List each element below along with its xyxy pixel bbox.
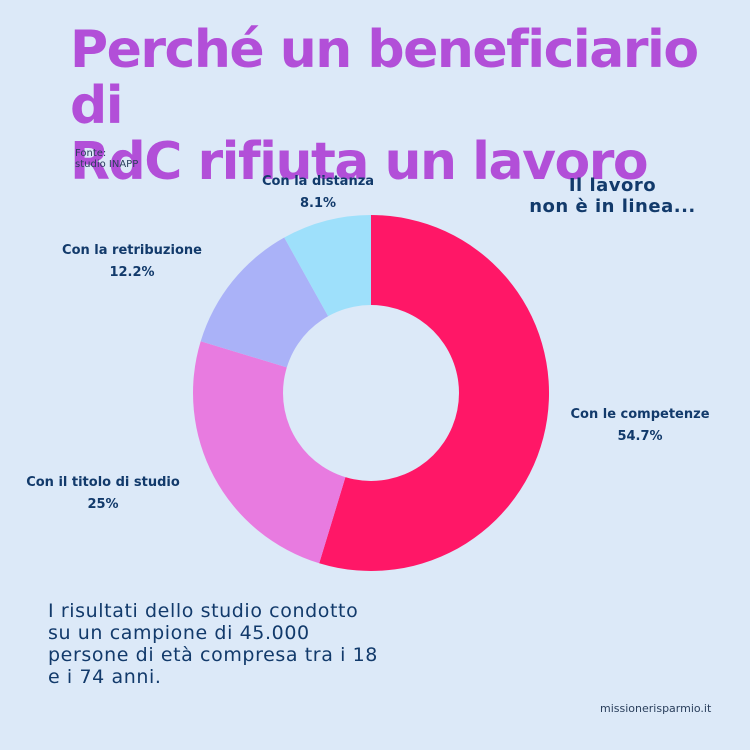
slice-label-2: Con la retribuzione 12.2% xyxy=(62,243,202,280)
slice-category-2: Con la retribuzione xyxy=(62,243,202,258)
donut-hole xyxy=(283,305,459,481)
page-title: Perché un beneficiario di RdC rifiuta un… xyxy=(70,22,710,190)
slice-category-0: Con le competenze xyxy=(570,407,709,422)
slice-value-1: 25% xyxy=(87,497,118,512)
source-label: Fonte: xyxy=(75,148,107,159)
source-name: studio INAPP xyxy=(75,159,139,170)
source-note: Fonte: studio INAPP xyxy=(75,148,138,170)
slice-category-1: Con il titolo di studio xyxy=(26,475,180,490)
title-line-2: RdC rifiuta un lavoro xyxy=(70,132,649,192)
title-line-1: Perché un beneficiario di xyxy=(70,20,699,136)
side-note-line-1: Il lavoro xyxy=(568,175,657,196)
side-note-line-2: non è in linea... xyxy=(529,196,696,217)
slice-labels: Con le competenze 54.7% Con il titolo di s… xyxy=(26,174,709,512)
study-description: I risultati dello studio condotto su un … xyxy=(48,600,378,688)
slice-label-3: Con la distanza 8.1% xyxy=(262,174,374,211)
slice-label-0: Con le competenze 54.7% xyxy=(570,407,709,444)
slice-value-0: 54.7% xyxy=(617,429,662,444)
side-note: Il lavoro non è in linea... xyxy=(515,175,710,217)
slice-value-3: 8.1% xyxy=(300,196,336,211)
site-url: missionerisparmio.it xyxy=(600,702,712,715)
slice-label-1: Con il titolo di studio 25% xyxy=(26,475,180,512)
slice-value-2: 12.2% xyxy=(109,265,154,280)
slice-category-3: Con la distanza xyxy=(262,174,374,189)
